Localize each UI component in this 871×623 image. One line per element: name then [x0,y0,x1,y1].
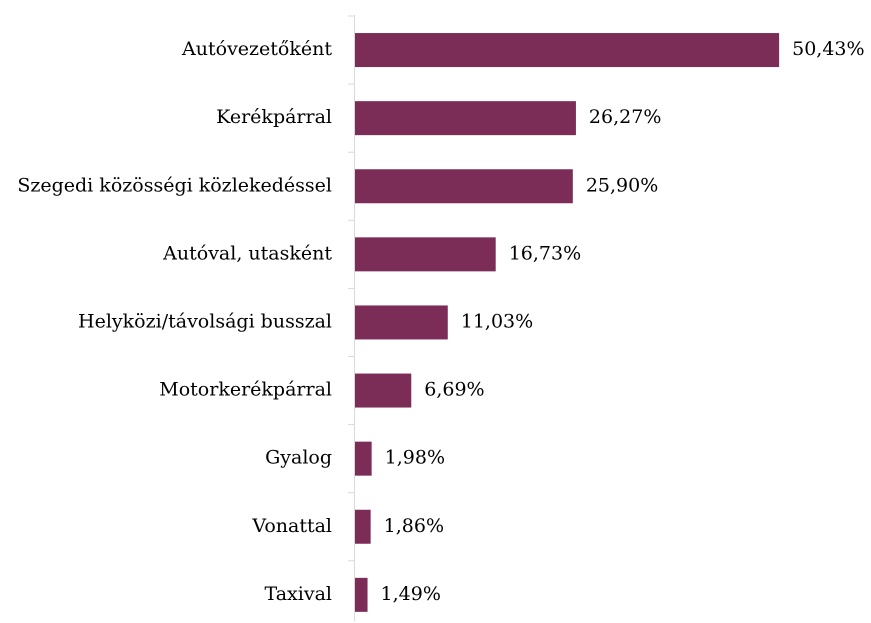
bar [355,33,780,68]
category-label: Autóvezetőként [181,38,332,60]
bar [355,509,371,544]
bar [355,101,576,136]
category-label: Gyalog [265,447,332,469]
value-label: 16,73% [509,242,581,264]
bar [355,169,573,204]
category-label: Autóval, utasként [162,242,332,264]
bar [355,237,496,272]
value-label: 25,90% [586,174,658,196]
value-label: 1,49% [381,583,441,605]
bar [355,373,412,408]
value-label: 1,98% [385,447,445,469]
value-label: 26,27% [589,106,661,128]
value-label: 1,86% [384,515,444,537]
bar [355,305,448,340]
category-label: Szegedi közösségi közlekedéssel [17,174,332,196]
category-label: Taxival [265,583,332,605]
value-label: 50,43% [792,38,864,60]
bar [355,577,368,612]
category-label: Helyközi/távolsági busszal [78,310,332,332]
bar [355,441,372,476]
category-label: Kerékpárral [216,106,332,128]
value-label: 11,03% [461,310,533,332]
category-label: Motorkerékpárral [159,379,332,401]
value-label: 6,69% [424,379,484,401]
category-label: Vonattal [251,515,332,537]
